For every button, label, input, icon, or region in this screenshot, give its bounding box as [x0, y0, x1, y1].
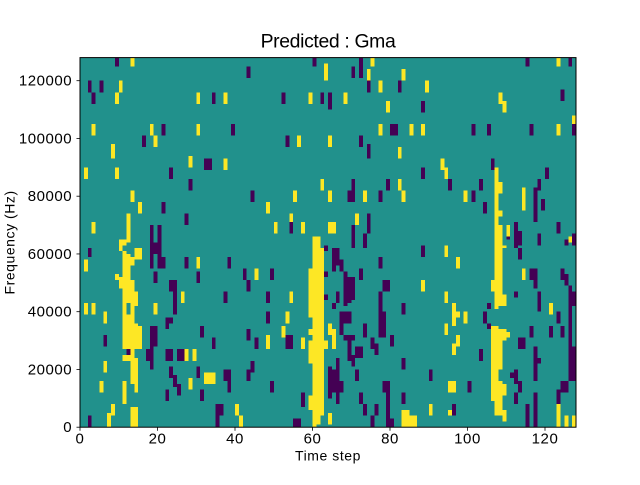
svg-text:80000: 80000 [28, 188, 72, 205]
svg-text:20000: 20000 [28, 361, 72, 378]
svg-text:40: 40 [226, 431, 244, 448]
svg-text:60000: 60000 [28, 246, 72, 263]
svg-text:40000: 40000 [28, 304, 72, 321]
svg-text:100000: 100000 [19, 130, 72, 147]
svg-text:60: 60 [304, 431, 322, 448]
svg-text:120000: 120000 [19, 73, 72, 90]
svg-text:Frequency (Hz): Frequency (Hz) [2, 190, 18, 294]
svg-text:Time step: Time step [295, 448, 361, 464]
svg-text:Predicted : Gma: Predicted : Gma [261, 31, 396, 53]
svg-text:0: 0 [76, 431, 85, 448]
svg-text:120: 120 [532, 431, 559, 448]
svg-text:0: 0 [63, 419, 72, 436]
svg-text:80: 80 [381, 431, 399, 448]
svg-text:20: 20 [149, 431, 167, 448]
svg-text:100: 100 [454, 431, 481, 448]
